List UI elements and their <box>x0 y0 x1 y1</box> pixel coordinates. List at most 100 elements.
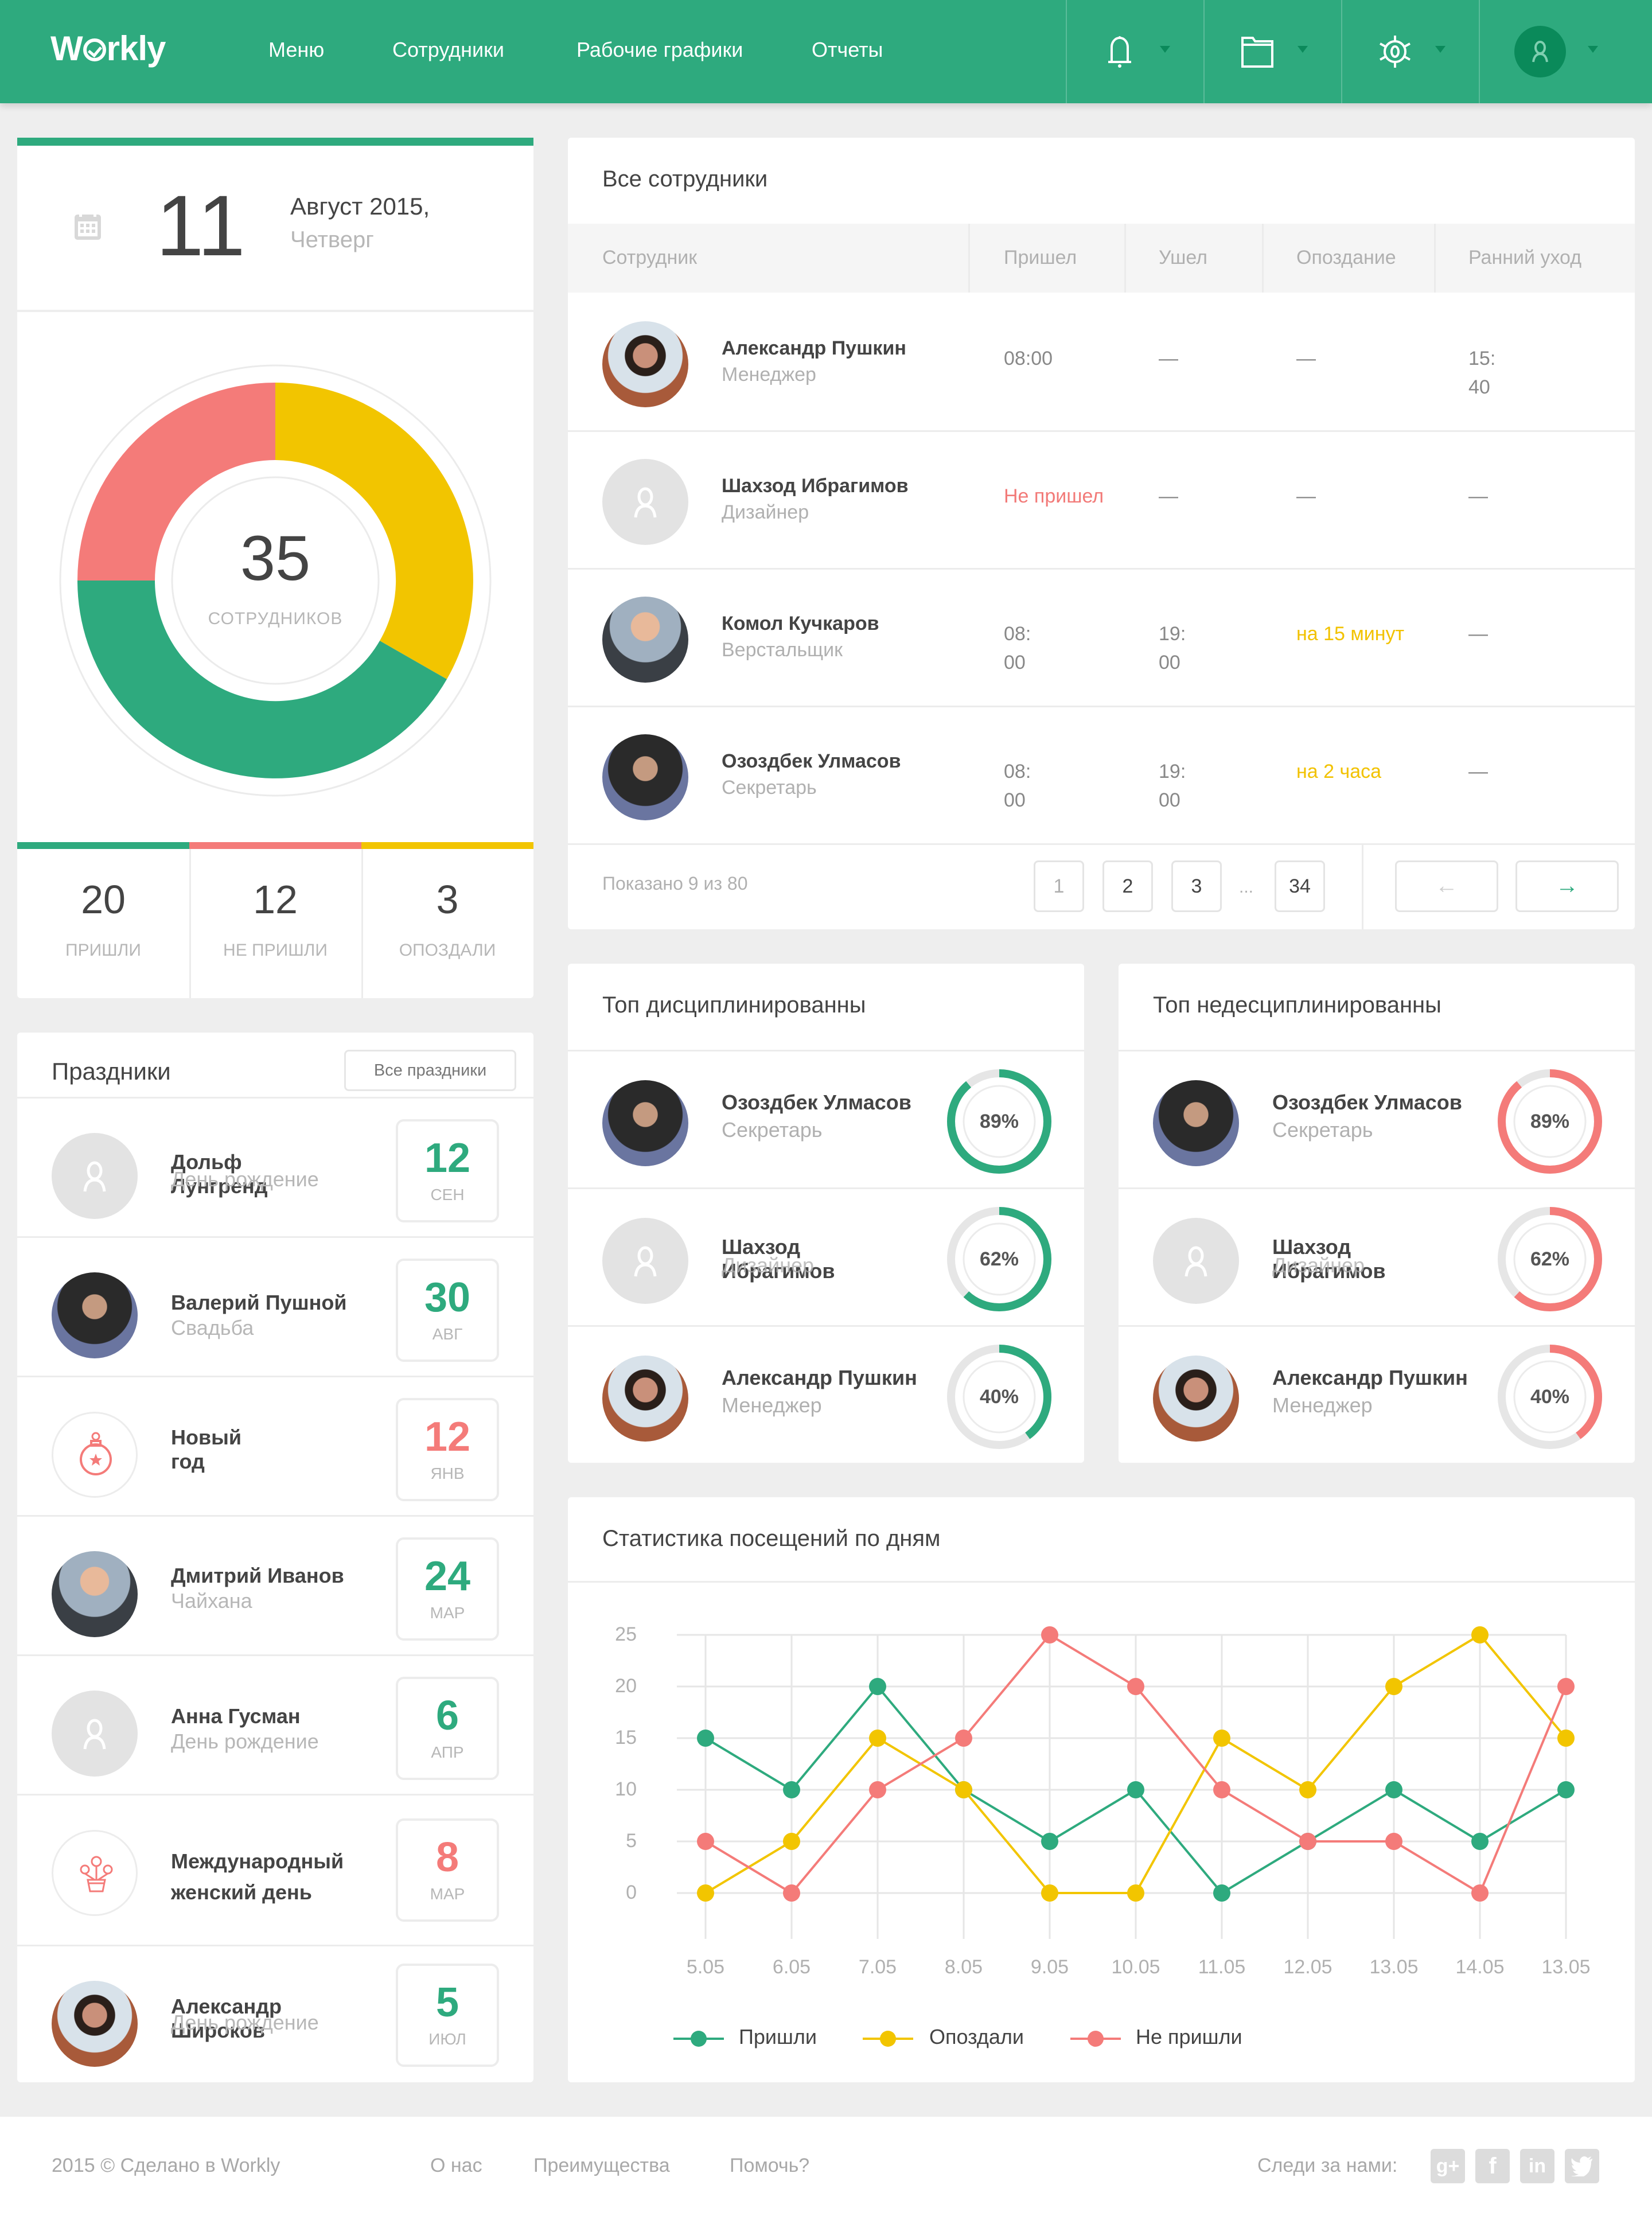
holiday-month: МАР <box>430 1885 465 1903</box>
data-point[interactable] <box>1557 1781 1575 1798</box>
data-point[interactable] <box>1213 1884 1230 1902</box>
data-point[interactable] <box>1299 1833 1316 1850</box>
late-value: на 2 часа <box>1296 761 1382 782</box>
data-point[interactable] <box>1385 1781 1402 1798</box>
data-point[interactable] <box>869 1678 886 1695</box>
all-holidays-button[interactable]: Все праздники <box>344 1050 516 1091</box>
holiday-item[interactable]: Международный женский день 8 МАР <box>17 1796 533 1933</box>
left-time: 19:00 <box>1159 623 1186 673</box>
data-point[interactable] <box>1299 1781 1316 1798</box>
holiday-item[interactable]: Валерий Пушной Свадьба 30 АВГ <box>17 1238 533 1376</box>
legend-absent[interactable]: Не пришли <box>1136 2025 1242 2048</box>
settings-button[interactable] <box>1341 0 1479 103</box>
holiday-item[interactable]: Дмитрий Иванов Чайхана 24 МАР <box>17 1517 533 1654</box>
data-point[interactable] <box>955 1781 972 1798</box>
page-1-button[interactable]: 1 <box>1034 860 1084 912</box>
data-point[interactable] <box>869 1730 886 1747</box>
progress-ring <box>1498 1345 1602 1449</box>
data-point[interactable] <box>1385 1678 1402 1695</box>
undisciplined-item[interactable]: Александр Пушкин Менеджер 40% <box>1119 1327 1635 1465</box>
files-button[interactable] <box>1203 0 1341 103</box>
nav-employees[interactable]: Сотрудники <box>392 38 504 61</box>
absent-count: 12 <box>253 877 298 922</box>
data-point[interactable] <box>1213 1730 1230 1747</box>
x-tick: 14.05 <box>1455 1956 1505 1978</box>
legend-late[interactable]: Опоздали <box>929 2025 1024 2048</box>
x-tick: 10.05 <box>1111 1956 1160 1978</box>
data-point[interactable] <box>783 1781 800 1798</box>
data-point[interactable] <box>1385 1833 1402 1850</box>
data-point[interactable] <box>1471 1626 1489 1643</box>
nav-menu[interactable]: Меню <box>268 38 325 61</box>
data-point[interactable] <box>783 1884 800 1902</box>
employee-role: Секретарь <box>722 777 817 799</box>
linkedin-icon[interactable]: in <box>1520 2149 1554 2183</box>
table-row[interactable]: Комол Кучкаров Верстальщик 08:00 19:00 н… <box>568 568 1635 706</box>
nav-schedules[interactable]: Рабочие графики <box>576 38 743 61</box>
x-tick: 5.05 <box>686 1956 725 1978</box>
col-late[interactable]: Опоздание <box>1296 247 1396 268</box>
disciplined-item[interactable]: Александр Пушкин Менеджер 40% <box>568 1327 1084 1465</box>
data-point[interactable] <box>1557 1678 1575 1695</box>
col-left[interactable]: Ушел <box>1159 247 1207 268</box>
legend-arrived[interactable]: Пришли <box>739 2025 817 2048</box>
early-leave-value: — <box>1468 485 1488 507</box>
data-point[interactable] <box>869 1781 886 1798</box>
chevron-down-icon <box>1298 46 1308 53</box>
legend-marker-arrived-icon <box>673 2031 724 2047</box>
data-point[interactable] <box>1127 1678 1144 1695</box>
disciplined-item[interactable]: Шахзод Ибрагимов Дизайнер 62% <box>568 1189 1084 1327</box>
donut-segment-not-arrived <box>77 383 275 581</box>
data-point[interactable] <box>1471 1884 1489 1902</box>
arrived-time: 08:00 <box>1004 761 1031 811</box>
footer-link-features[interactable]: Преимущества <box>533 2155 670 2176</box>
copyright: 2015 © Сделано в Workly <box>52 2155 280 2176</box>
disciplined-item[interactable]: Озоздбек Улмасов Секретарь 89% <box>568 1051 1084 1189</box>
data-point[interactable] <box>1127 1781 1144 1798</box>
data-point[interactable] <box>1557 1730 1575 1747</box>
page-34-button[interactable]: 34 <box>1275 860 1325 912</box>
col-employee[interactable]: Сотрудник <box>602 247 698 268</box>
holiday-item[interactable]: Дольф Лунгренд День рождение 12 СЕН <box>17 1099 533 1236</box>
table-row[interactable]: Озоздбек Улмасов Секретарь 08:00 19:00 н… <box>568 706 1635 843</box>
table-row[interactable]: Шахзод Ибрагимов Дизайнер Не пришел — — … <box>568 430 1635 568</box>
donut-segment-late <box>275 383 473 679</box>
data-point[interactable] <box>1041 1833 1058 1850</box>
left-time: — <box>1159 485 1178 507</box>
data-point[interactable] <box>697 1884 714 1902</box>
notifications-button[interactable] <box>1066 0 1203 103</box>
undisciplined-item[interactable]: Озоздбек Улмасов Секретарь 89% <box>1119 1051 1635 1189</box>
page-3-button[interactable]: 3 <box>1171 860 1222 912</box>
facebook-icon[interactable]: f <box>1475 2149 1510 2183</box>
data-point[interactable] <box>1041 1884 1058 1902</box>
data-point[interactable] <box>783 1833 800 1850</box>
chart-title: Статистика посещений по дням <box>602 1526 941 1551</box>
col-arrived[interactable]: Пришел <box>1004 247 1077 268</box>
col-early-leave[interactable]: Ранний уход <box>1468 247 1582 268</box>
data-point[interactable] <box>1471 1833 1489 1850</box>
next-page-button[interactable]: → <box>1515 860 1619 912</box>
progress-percent: 40% <box>979 1386 1019 1408</box>
undisciplined-item[interactable]: Шахзод Ибрагимов Дизайнер 62% <box>1119 1189 1635 1327</box>
data-point[interactable] <box>1127 1884 1144 1902</box>
nav-reports[interactable]: Отчеты <box>812 38 883 61</box>
google-plus-icon[interactable]: g+ <box>1431 2149 1465 2183</box>
footer-link-help[interactable]: Помочь? <box>730 2155 810 2176</box>
user-menu-button[interactable] <box>1479 0 1652 103</box>
data-point[interactable] <box>697 1833 714 1850</box>
data-point[interactable] <box>1213 1781 1230 1798</box>
holiday-date-badge: 12 СЕН <box>396 1119 499 1222</box>
twitter-icon[interactable] <box>1565 2149 1599 2183</box>
holiday-item[interactable]: Новый год 12 ЯНВ <box>17 1377 533 1515</box>
holiday-item[interactable]: Анна Гусман День рождение 6 АПР <box>17 1656 533 1794</box>
holiday-item[interactable]: Александр Широков День рождение 5 ИЮЛ <box>17 1946 533 2084</box>
data-point[interactable] <box>1041 1626 1058 1643</box>
table-row[interactable]: Александр Пушкин Менеджер 08:00 — — 15:4… <box>568 293 1635 430</box>
page-2-button[interactable]: 2 <box>1102 860 1153 912</box>
early-leave-value: 15:40 <box>1468 348 1496 398</box>
data-point[interactable] <box>697 1730 714 1747</box>
footer-link-about[interactable]: О нас <box>430 2155 482 2176</box>
prev-page-button[interactable]: ← <box>1395 860 1498 912</box>
data-point[interactable] <box>955 1730 972 1747</box>
